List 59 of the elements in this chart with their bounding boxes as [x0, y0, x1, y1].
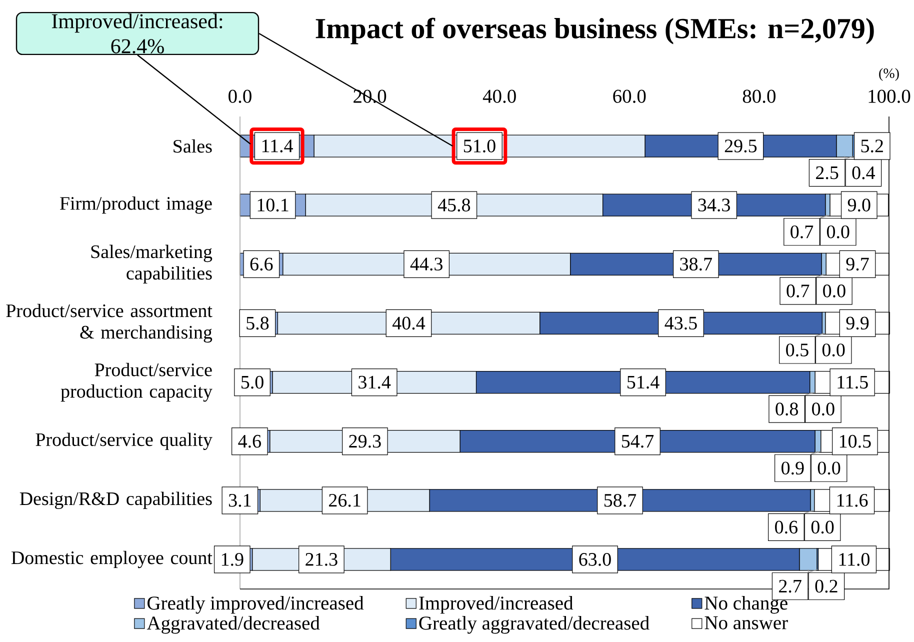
x-tick-label: 60.0 — [613, 90, 646, 103]
legend-label: Greatly aggravated/decreased — [419, 616, 650, 634]
x-tick-label: 80.0 — [742, 90, 776, 103]
y-tick-label: Product/service production capacity — [60, 362, 212, 402]
y-tick-label: Domestic employee count — [11, 550, 212, 568]
data-label: 51.4 — [628, 376, 660, 389]
data-label: 0.7 — [786, 284, 810, 298]
y-tick-label: Sales/marketing capabilities — [91, 244, 212, 284]
legend-label: Improved/increased — [419, 596, 574, 614]
y-tick-label: Product/service quality — [36, 432, 212, 450]
data-label: 0.0 — [812, 402, 834, 416]
data-label: 21.3 — [306, 553, 338, 566]
data-label: 0.9 — [782, 462, 804, 475]
x-tick-label: 100.0 — [868, 90, 910, 103]
data-label: 0.4 — [852, 166, 876, 180]
legend-label: No change — [704, 596, 788, 614]
data-label: 0.0 — [826, 225, 850, 238]
data-label: 0.0 — [811, 520, 834, 534]
data-label: 0.2 — [815, 580, 838, 593]
x-tick-label: 0.0 — [228, 90, 252, 103]
data-label: 1.9 — [222, 553, 244, 566]
y-tick-label: Product/service assortment & merchandising — [6, 304, 212, 343]
y-tick-label: Firm/product image — [60, 196, 212, 214]
data-label: 0.0 — [818, 462, 840, 475]
data-label: 58.7 — [604, 494, 636, 507]
x-tick-label: 40.0 — [482, 90, 516, 103]
data-label: 43.5 — [664, 316, 697, 330]
data-label: 29.5 — [724, 140, 757, 152]
legend-label: Aggravated/decreased — [146, 616, 320, 634]
data-label: 0.0 — [823, 284, 846, 298]
data-label: 63.0 — [579, 553, 611, 566]
data-label: 0.6 — [775, 520, 798, 534]
data-label: 44.3 — [410, 258, 442, 271]
data-label: 11.4 — [262, 140, 293, 152]
legend-label: No answer — [704, 616, 788, 630]
data-label: 0.0 — [822, 344, 845, 356]
y-tick-label: Design/R&D capabilities — [20, 492, 212, 510]
text: Improved/increased: 62.4% — [52, 14, 222, 54]
data-label: 31.4 — [358, 376, 391, 389]
data-label: 45.8 — [438, 198, 470, 212]
data-label: 29.3 — [349, 434, 381, 448]
data-label: 2.7 — [779, 580, 802, 593]
data-label: 0.8 — [776, 402, 798, 416]
data-label: 0.5 — [786, 344, 808, 356]
data-label: 51.0 — [464, 140, 496, 152]
data-label: 6.6 — [250, 258, 273, 271]
y-tick-label: Sales — [174, 139, 212, 153]
data-label: 2.5 — [816, 166, 838, 180]
data-label: 40.4 — [392, 316, 426, 330]
data-label: 10.1 — [258, 198, 288, 212]
data-label: 54.7 — [622, 434, 654, 448]
x-axis-title: (%) — [879, 68, 899, 81]
data-label: 5.2 — [861, 140, 883, 152]
data-label: 26.1 — [329, 494, 360, 507]
data-label: 34.3 — [698, 198, 730, 212]
legend-label: Greatly improved/increased — [148, 596, 364, 614]
data-label: 0.7 — [790, 225, 814, 238]
data-label: 38.7 — [680, 258, 712, 271]
chart-title: Impact of overseas business (SMEs: n=2,079) — [316, 18, 874, 44]
